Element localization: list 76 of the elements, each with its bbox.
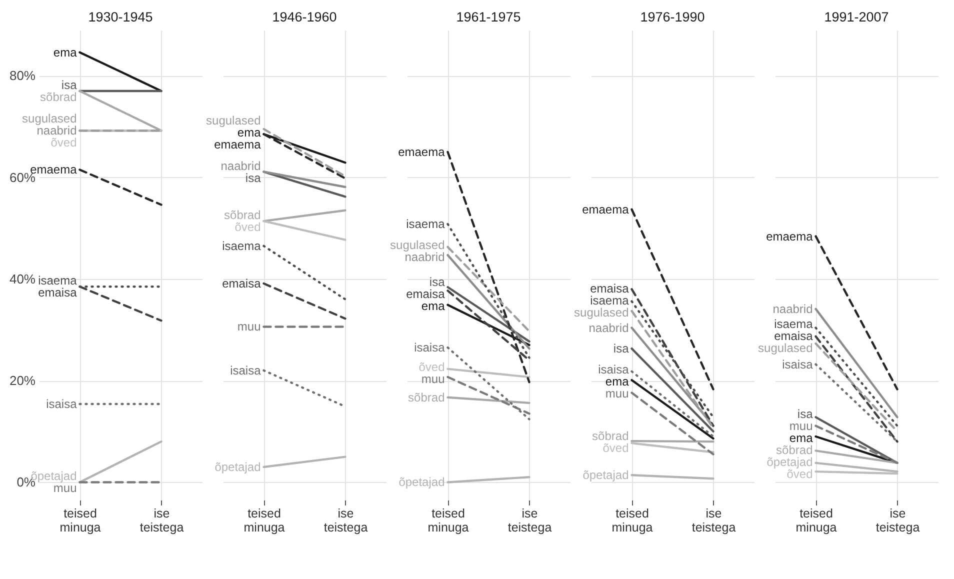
series-label: naabrid [404, 250, 445, 264]
chart-title: 1991-2007 [824, 10, 889, 24]
x-tick-label: teised minuga [612, 506, 653, 534]
series-label: sõbrad [40, 90, 77, 104]
series-label: isa [429, 275, 446, 290]
series-label: isaema [222, 238, 262, 253]
y-tick-label: 80% [9, 68, 36, 84]
series-label: emaisa [38, 286, 78, 300]
series-label: sugulased [758, 340, 813, 355]
x-tick-label: ise teistega [508, 506, 552, 534]
x-tick-label: teised minuga [428, 506, 469, 534]
series-label: õpetajad [214, 460, 261, 474]
chart-title: 1930-1945 [88, 10, 153, 24]
series-label: sugulased [390, 238, 445, 252]
series-label: õved [234, 220, 261, 234]
x-tick-label: teised minuga [60, 506, 101, 534]
x-tick-label: ise teistega [876, 506, 920, 534]
series-label: isa [61, 78, 78, 92]
series-label: isaema [38, 274, 78, 288]
series-label: naabrid [588, 320, 629, 335]
series-label: emaisa [774, 328, 814, 343]
y-tick-label: 40% [9, 271, 36, 286]
series-label: õved [786, 467, 813, 482]
series-label: sugulased [206, 113, 261, 128]
series-label: ema [605, 374, 630, 388]
series-label: muu [421, 372, 445, 386]
series-label: muu [789, 419, 813, 434]
series-label: sõbrad [224, 208, 261, 222]
series-label: ema [789, 431, 814, 446]
series-label: ema [421, 299, 446, 314]
series-label: emaema [214, 137, 262, 152]
x-tick-label: ise teistega [692, 506, 736, 534]
series-label: õpetajad [398, 475, 445, 490]
chart-title: 1961-1975 [456, 10, 521, 24]
y-tick-label: 20% [9, 373, 36, 388]
series-label: emaema [766, 229, 814, 244]
series-label: sõbrad [592, 429, 629, 444]
series-label: isaisa [414, 340, 446, 355]
x-tick-label: teised minuga [244, 506, 285, 534]
series-label: sugulased [574, 305, 629, 320]
series-label: isaisa [46, 396, 78, 411]
series-label: muu [53, 481, 77, 496]
series-label: sugulased [22, 112, 77, 126]
series-label: emaema [398, 144, 446, 159]
series-label: isa [797, 407, 814, 422]
series-label: isaema [590, 293, 630, 308]
x-tick-label: ise teistega [140, 506, 184, 534]
series-label: emaisa [406, 287, 446, 302]
chart-title: 1976-1990 [640, 10, 705, 24]
series-label: naabrid [772, 302, 813, 316]
series-label: isa [613, 342, 630, 356]
series-label: õved [602, 441, 629, 456]
series-label: ema [237, 125, 262, 140]
x-tick-label: ise teistega [324, 506, 368, 534]
series-label: õved [50, 136, 77, 150]
chart-title: 1946-1960 [272, 10, 337, 24]
x-tick-label: teised minuga [796, 506, 837, 534]
series-label: õved [418, 360, 445, 374]
series-label: emaisa [222, 276, 262, 291]
series-label: muu [237, 320, 261, 334]
series-label: emaisa [590, 281, 630, 296]
series-label: isaisa [230, 363, 262, 378]
series-label: isaisa [598, 362, 630, 376]
series-label: emaema [582, 202, 630, 216]
series-label: ema [53, 45, 78, 60]
series-label: isaisa [782, 357, 814, 372]
series-label: isa [245, 170, 262, 185]
series-label: isaema [774, 316, 814, 331]
series-label: õpetajad [766, 455, 813, 470]
series-label: naabrid [36, 124, 77, 138]
series-label: naabrid [220, 158, 261, 173]
series-label: muu [605, 386, 629, 400]
series-label: sõbrad [408, 390, 445, 404]
series-label: sõbrad [776, 443, 813, 458]
series-label: õpetajad [582, 468, 629, 482]
series-label: isaema [406, 217, 446, 232]
